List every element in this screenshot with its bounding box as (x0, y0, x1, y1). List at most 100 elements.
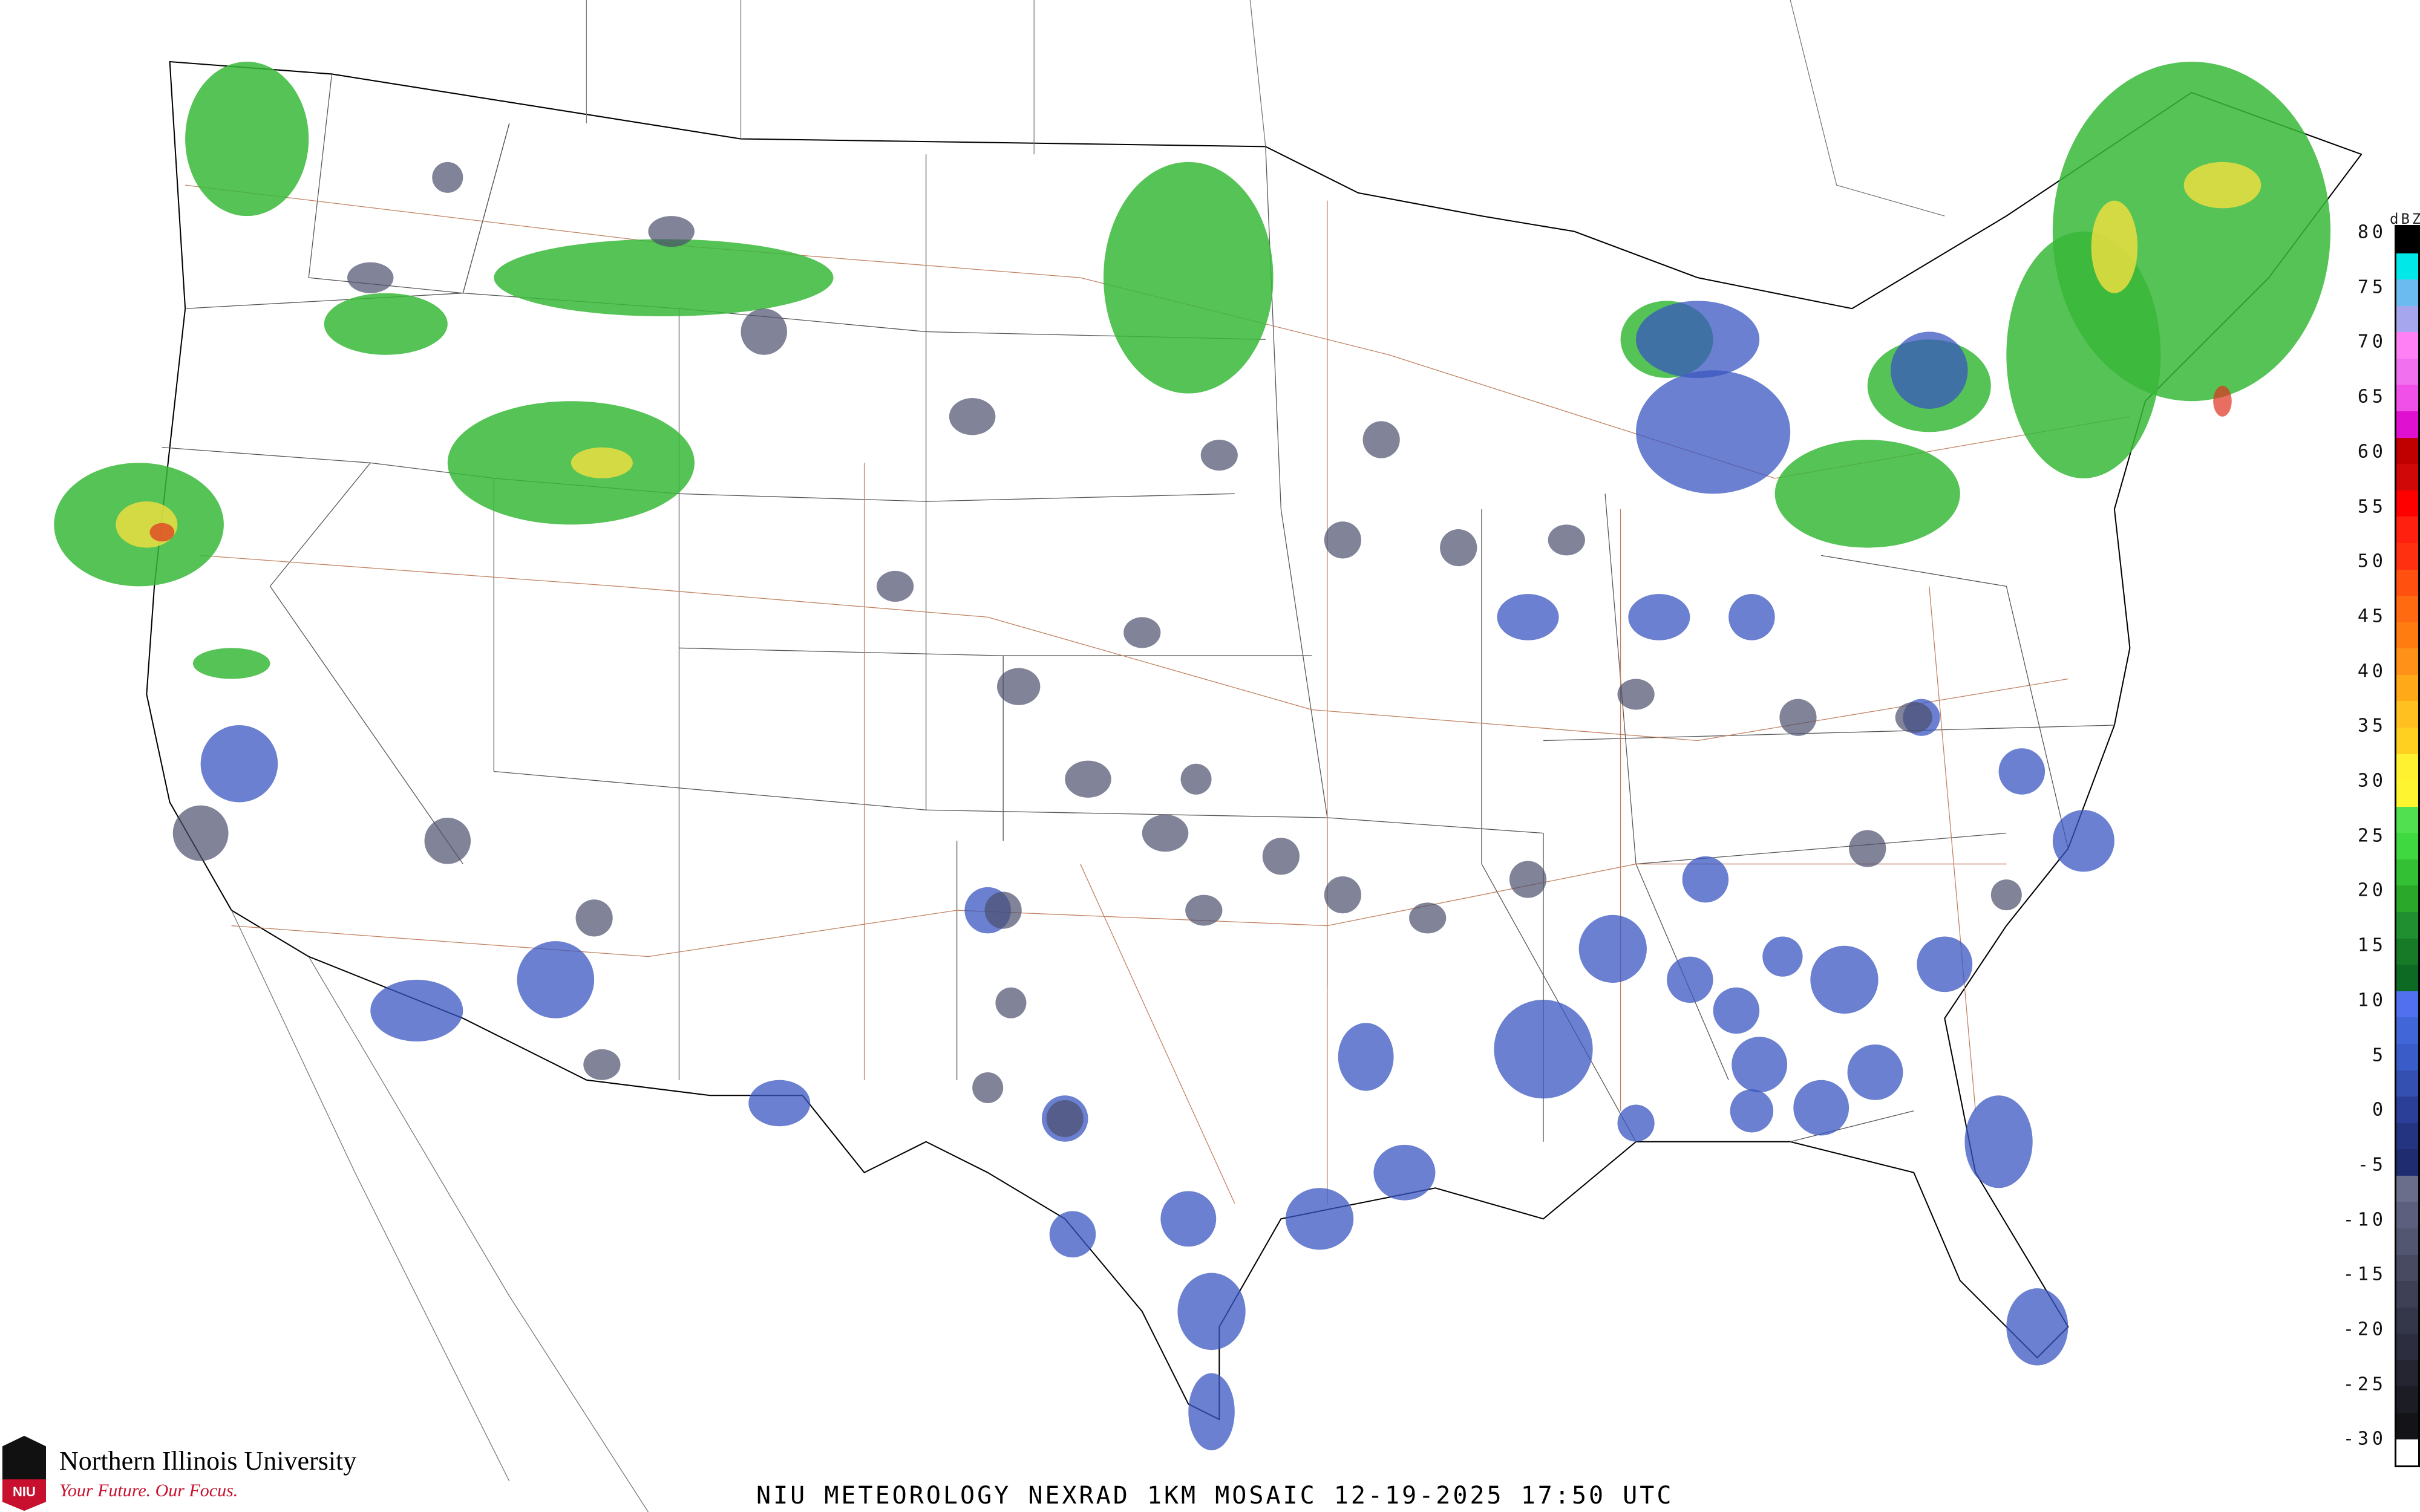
clutter-echo-area (1123, 617, 1161, 648)
legend-swatch (2396, 1386, 2418, 1413)
dbz-color-scale (2395, 225, 2420, 1467)
legend-swatch (2396, 1360, 2418, 1387)
clutter-echo-area (1185, 894, 1223, 926)
light-echo-area (1617, 1104, 1655, 1142)
legend-label: 80 (2357, 221, 2387, 243)
legend-label: -20 (2343, 1318, 2387, 1340)
light-echo-area (1494, 1000, 1593, 1099)
clutter-echo-area (984, 891, 1022, 929)
legend-swatch (2396, 648, 2418, 675)
light-echo-area (1917, 936, 1973, 992)
legend-swatch (2396, 1334, 2418, 1360)
light-echo-area (1964, 1095, 2033, 1188)
legend-label: -10 (2343, 1209, 2387, 1231)
legend-swatch (2396, 754, 2418, 781)
clutter-echo-area (949, 398, 996, 435)
light-echo-area (1810, 945, 1879, 1014)
legend-swatch (2396, 1149, 2418, 1176)
legend-swatch (2396, 1254, 2418, 1282)
legend-swatch (2396, 1413, 2418, 1439)
legend-swatch (2396, 1123, 2418, 1150)
legend-label: 25 (2357, 825, 2387, 847)
light-echo-area (748, 1080, 811, 1127)
precip-area (192, 648, 270, 679)
clutter-echo-area (1990, 879, 2022, 911)
canada-mexico-borders (231, 0, 1945, 1512)
legend-label: 5 (2372, 1044, 2387, 1066)
legend-swatch (2396, 674, 2418, 702)
legend-swatch (2396, 938, 2418, 965)
clutter-echo-area (1849, 830, 1886, 867)
light-echo-area (1667, 956, 1713, 1003)
precip-area (324, 293, 448, 355)
legend-swatch (2396, 1097, 2418, 1123)
clutter-echo-area (575, 899, 613, 937)
light-echo-area (1682, 856, 1729, 903)
light-echo-area (1732, 1037, 1788, 1093)
light-echo-area (370, 979, 463, 1041)
light-echo-area (200, 725, 278, 803)
niu-shield-icon: NIU (2, 1436, 46, 1511)
light-echo-area (1998, 748, 2046, 795)
radar-echoes (54, 62, 2331, 1450)
university-tagline: Your Future. Our Focus. (59, 1481, 238, 1501)
light-echo-area (1636, 301, 1760, 378)
clutter-echo-area (1200, 440, 1238, 471)
legend-label: -30 (2343, 1428, 2387, 1450)
legend-label: 70 (2357, 331, 2387, 353)
legend-swatch (2396, 569, 2418, 596)
university-name: Northern Illinois University (59, 1446, 357, 1476)
legend-swatch (2396, 358, 2418, 385)
light-echo-area (1049, 1211, 1096, 1258)
legend-swatch (2396, 1307, 2418, 1334)
legend-swatch (2396, 253, 2418, 280)
legend-label: 40 (2357, 660, 2387, 682)
legend-swatch (2396, 516, 2418, 543)
clutter-echo-area (1362, 421, 1400, 458)
clutter-echo-area (347, 262, 394, 293)
legend-swatch (2396, 1043, 2418, 1070)
heavy-precip-area (571, 447, 633, 478)
light-echo-area (1636, 370, 1791, 494)
legend-swatch (2396, 991, 2418, 1018)
clutter-echo-area (1409, 902, 1447, 934)
light-echo-area (1713, 987, 1760, 1034)
clutter-echo-area (172, 805, 229, 861)
light-echo-area (1628, 594, 1690, 640)
clutter-echo-area (1440, 529, 1477, 567)
clutter-echo-area (1324, 521, 1361, 559)
precip-area (1774, 440, 1960, 548)
light-echo-area (2006, 1288, 2068, 1366)
clutter-echo-area (1617, 679, 1655, 710)
legend-swatch (2396, 1281, 2418, 1308)
legend-label: -15 (2343, 1263, 2387, 1285)
legend-swatch (2396, 543, 2418, 570)
legend-swatch (2396, 437, 2418, 464)
product-title: NIU METEOROLOGY NEXRAD 1KM MOSAIC 12-19-… (756, 1482, 1674, 1510)
clutter-echo-area (996, 668, 1041, 705)
clutter-echo-area (876, 570, 914, 602)
legend-swatch (2396, 1070, 2418, 1097)
legend-swatch (2396, 411, 2418, 438)
precip-area (1103, 161, 1274, 394)
legend-swatch (2396, 1175, 2418, 1202)
legend-swatch (2396, 885, 2418, 913)
light-echo-area (2052, 810, 2114, 872)
precip-area (2006, 231, 2161, 478)
clutter-echo-area (1065, 760, 1111, 798)
light-echo-area (1177, 1272, 1246, 1351)
legend-swatch (2396, 622, 2418, 649)
precip-area (185, 62, 309, 217)
legend-swatch (2396, 305, 2418, 333)
clutter-echo-area (432, 161, 463, 193)
legend-label: 35 (2357, 715, 2387, 737)
clutter-echo-area (1142, 814, 1189, 852)
niu-logo: NIU Northern Illinois University Your Fu… (0, 1429, 436, 1512)
light-echo-area (1847, 1044, 1903, 1100)
legend-swatch (2396, 332, 2418, 359)
clutter-echo-area (1324, 876, 1361, 914)
light-echo-area (1762, 936, 1803, 977)
clutter-echo-area (1779, 699, 1817, 736)
legend-label: 30 (2357, 770, 2387, 792)
